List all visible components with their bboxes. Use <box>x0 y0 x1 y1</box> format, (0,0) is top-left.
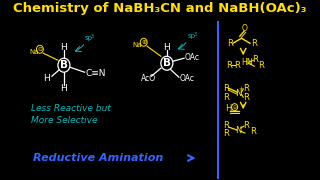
Text: R: R <box>223 93 229 102</box>
Text: R: R <box>250 127 256 136</box>
Text: O: O <box>241 24 247 33</box>
Text: N: N <box>235 126 241 135</box>
Text: H: H <box>60 43 67 52</box>
Text: More Selective: More Selective <box>31 116 98 125</box>
Text: B: B <box>163 58 171 68</box>
Text: R: R <box>223 129 229 138</box>
Text: ⊕: ⊕ <box>141 40 146 45</box>
Text: R: R <box>228 39 233 48</box>
Text: R: R <box>226 61 232 70</box>
Text: sp: sp <box>84 35 92 41</box>
Text: R: R <box>243 93 249 102</box>
Text: H: H <box>225 104 232 113</box>
Text: +: + <box>238 86 243 91</box>
Text: N: N <box>235 89 241 98</box>
Text: R: R <box>223 84 229 93</box>
Text: R: R <box>243 84 249 93</box>
Text: AcO: AcO <box>141 74 156 83</box>
Text: Na: Na <box>29 49 39 55</box>
Text: Na: Na <box>132 42 141 48</box>
Text: sp: sp <box>188 33 196 39</box>
Text: H: H <box>44 74 50 83</box>
Text: H: H <box>60 84 67 93</box>
Text: Less Reactive but: Less Reactive but <box>31 104 111 113</box>
Text: R: R <box>258 61 264 70</box>
Text: H: H <box>164 43 170 52</box>
Text: Chemistry of NaBH₃CN and NaBH(OAc)₃: Chemistry of NaBH₃CN and NaBH(OAc)₃ <box>13 2 307 15</box>
Text: R: R <box>223 121 229 130</box>
Text: R: R <box>243 121 249 130</box>
Text: 3: 3 <box>194 32 196 37</box>
Text: C≡N: C≡N <box>85 69 106 78</box>
Text: R: R <box>252 39 257 48</box>
Text: OAc: OAc <box>185 53 200 62</box>
Text: HN: HN <box>242 58 253 67</box>
Text: B: B <box>60 60 68 70</box>
Text: 3: 3 <box>91 34 94 39</box>
Text: ⊖: ⊖ <box>233 105 237 110</box>
Text: ⊖: ⊖ <box>37 47 43 52</box>
Text: Reductive Amination: Reductive Amination <box>33 153 163 163</box>
Text: OAc: OAc <box>180 74 195 83</box>
Text: R: R <box>234 61 240 70</box>
Text: R: R <box>252 55 258 64</box>
